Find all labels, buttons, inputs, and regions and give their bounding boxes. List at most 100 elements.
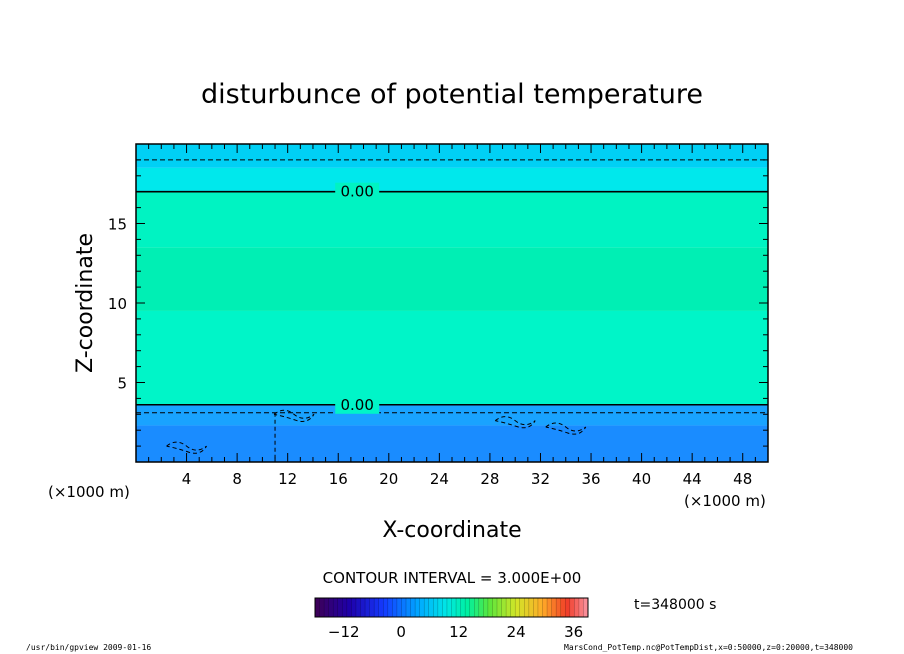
colorbar-cell bbox=[315, 598, 321, 617]
x-tick-label: 36 bbox=[581, 470, 600, 488]
x-tick-label: 12 bbox=[278, 470, 297, 488]
contour-blob-1 bbox=[494, 416, 536, 429]
contour-label-bg-1 bbox=[335, 395, 380, 414]
colorbar-cell bbox=[406, 598, 412, 617]
contour-blob-2 bbox=[545, 422, 587, 435]
y-axis-ticks: 5 10 15 bbox=[108, 159, 768, 447]
x-tick-label: 48 bbox=[733, 470, 752, 488]
x-axis-label: X-coordinate bbox=[382, 518, 521, 543]
colorbar-cell bbox=[401, 598, 407, 617]
colorbar-cell bbox=[442, 598, 448, 617]
colorbar-cell bbox=[437, 598, 443, 617]
colorbar-cell bbox=[355, 598, 361, 617]
colorbar-cell bbox=[387, 598, 393, 617]
colorbar-frame bbox=[314, 597, 589, 618]
time-label: t=348000 s bbox=[634, 597, 716, 613]
colorbar-cell bbox=[451, 598, 457, 617]
x-tick-label: 16 bbox=[329, 470, 348, 488]
colorbar-cell bbox=[524, 598, 530, 617]
colorbar-cell bbox=[492, 598, 498, 617]
colorbar-cell bbox=[396, 598, 402, 617]
x-tick-label: 20 bbox=[379, 470, 398, 488]
colorbar-cell bbox=[474, 598, 480, 617]
colorbar-cell bbox=[569, 598, 575, 617]
colorbar-tick-label: 24 bbox=[507, 623, 526, 641]
x-axis-ticks: 4 8 12 16 20 24 28 32 36 40 44 48 bbox=[148, 144, 756, 488]
footer-right: MarsCond_PotTemp.nc@PotTempDist,x=0:5000… bbox=[564, 643, 853, 652]
contour-labels: 0.00 0.00 bbox=[335, 182, 380, 414]
y-tick-label: 5 bbox=[117, 375, 127, 393]
colorbar-cell bbox=[337, 598, 343, 617]
colorbar-cell bbox=[560, 598, 566, 617]
colorbar-cell bbox=[510, 598, 516, 617]
colorbar-cell bbox=[374, 598, 380, 617]
x-unit-right: (×1000 m) bbox=[684, 492, 766, 510]
y-axis-label: Z-coordinate bbox=[73, 233, 98, 373]
chart-title: disturbunce of potential temperature bbox=[201, 79, 703, 110]
colorbar-cell bbox=[333, 598, 339, 617]
footer-left: /usr/bin/gpview 2009-01-16 bbox=[26, 643, 151, 652]
colorbar-cell bbox=[460, 598, 466, 617]
colorbar-cell bbox=[542, 598, 548, 617]
colorbar-cell bbox=[469, 598, 475, 617]
x-tick-label: 8 bbox=[232, 470, 242, 488]
colorbar-cell bbox=[487, 598, 493, 617]
colorbar-cell bbox=[578, 598, 584, 617]
contour-label-bg-0 bbox=[335, 182, 380, 201]
x-tick-label: 4 bbox=[182, 470, 192, 488]
field-band-2 bbox=[136, 310, 768, 405]
colorbar-cell bbox=[497, 598, 503, 617]
y-tick-label: 10 bbox=[108, 295, 127, 313]
colorbar-cell bbox=[346, 598, 352, 617]
colorbar-cell bbox=[319, 598, 325, 617]
colorbar-cell bbox=[551, 598, 557, 617]
colorbar-cell bbox=[483, 598, 489, 617]
contour-label-0: 0.00 bbox=[340, 183, 373, 201]
colorbar-cell bbox=[556, 598, 562, 617]
colorbar-cell bbox=[465, 598, 471, 617]
colorbar-tick-label: 12 bbox=[449, 623, 468, 641]
colorbar-cell bbox=[446, 598, 452, 617]
y-tick-label: 15 bbox=[108, 216, 127, 234]
colorbar-cell bbox=[410, 598, 416, 617]
colorbar-cell bbox=[415, 598, 421, 617]
colorbar-cell bbox=[428, 598, 434, 617]
colorbar-cell bbox=[533, 598, 539, 617]
colorbar bbox=[314, 598, 589, 617]
colorbar-cell bbox=[365, 598, 371, 617]
field-band-4 bbox=[136, 191, 768, 248]
colorbar-cell bbox=[324, 598, 330, 617]
contour-blob-3 bbox=[166, 441, 207, 454]
x-tick-label: 28 bbox=[480, 470, 499, 488]
colorbar-cell bbox=[360, 598, 366, 617]
colorbar-cell bbox=[456, 598, 462, 617]
x-tick-label: 32 bbox=[531, 470, 550, 488]
colorbar-cell bbox=[392, 598, 398, 617]
field-band-6 bbox=[136, 144, 768, 168]
colorbar-cell bbox=[515, 598, 521, 617]
colorbar-cell bbox=[547, 598, 553, 617]
colorbar-cell bbox=[478, 598, 484, 617]
x-unit-left: (×1000 m) bbox=[48, 483, 130, 501]
colorbar-cell bbox=[506, 598, 512, 617]
field-band-1 bbox=[136, 404, 768, 426]
x-tick-label: 24 bbox=[430, 470, 449, 488]
colorbar-cell bbox=[369, 598, 375, 617]
colorbar-cell bbox=[328, 598, 334, 617]
x-tick-label: 44 bbox=[683, 470, 702, 488]
colorbar-cell bbox=[583, 598, 589, 617]
colorbar-cell bbox=[519, 598, 525, 617]
contour-blob-0 bbox=[273, 409, 315, 422]
colorbar-cell bbox=[574, 598, 580, 617]
field-band-3 bbox=[136, 247, 768, 311]
contour-label-1: 0.00 bbox=[340, 396, 373, 414]
colorbar-cell bbox=[378, 598, 384, 617]
colorbar-cell bbox=[419, 598, 425, 617]
contour-lines bbox=[136, 159, 768, 462]
colorbar-cell bbox=[433, 598, 439, 617]
colorbar-cell bbox=[528, 598, 534, 617]
contour-interval-text: CONTOUR INTERVAL = 3.000E+00 bbox=[323, 569, 582, 587]
colorbar-cell bbox=[537, 598, 543, 617]
colorbar-tick-label: −12 bbox=[328, 623, 360, 641]
